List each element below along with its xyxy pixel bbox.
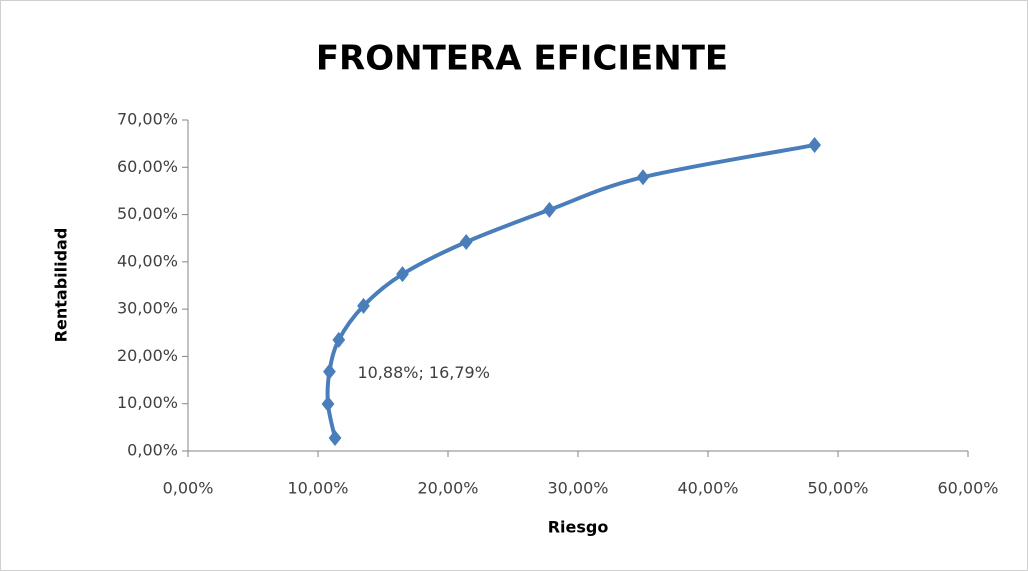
point <box>332 331 346 348</box>
y-tick-label: 20,00% <box>117 346 178 365</box>
x-tick-label: 0,00% <box>163 479 214 498</box>
x-tick-label: 10,00% <box>287 479 348 498</box>
y-tick-label: 0,00% <box>127 441 178 460</box>
y-tick-label: 60,00% <box>117 157 178 176</box>
x-tick-label: 30,00% <box>547 479 608 498</box>
y-tick-label: 40,00% <box>117 251 178 270</box>
point <box>323 363 336 380</box>
point <box>357 297 370 314</box>
data-label: 10,88%; 16,79% <box>357 363 490 382</box>
y-axis-title: Rentabilidad <box>52 228 71 343</box>
point <box>543 201 556 218</box>
y-tick-label: 50,00% <box>117 204 178 223</box>
point <box>328 429 342 446</box>
x-tick-label: 60,00% <box>937 479 998 498</box>
x-tick-label: 20,00% <box>417 479 478 498</box>
y-tick-label: 70,00% <box>117 110 178 129</box>
point <box>636 169 650 186</box>
point <box>396 266 409 283</box>
point <box>808 137 821 154</box>
y-tick-label: 10,00% <box>117 393 178 412</box>
chart-title: FRONTERA EFICIENTE <box>316 39 728 79</box>
x-axis-title: Riesgo <box>548 518 609 537</box>
x-tick-label: 40,00% <box>677 479 738 498</box>
y-tick-label: 30,00% <box>117 299 178 318</box>
point <box>321 395 335 412</box>
x-tick-label: 50,00% <box>807 479 868 498</box>
point <box>459 233 473 250</box>
